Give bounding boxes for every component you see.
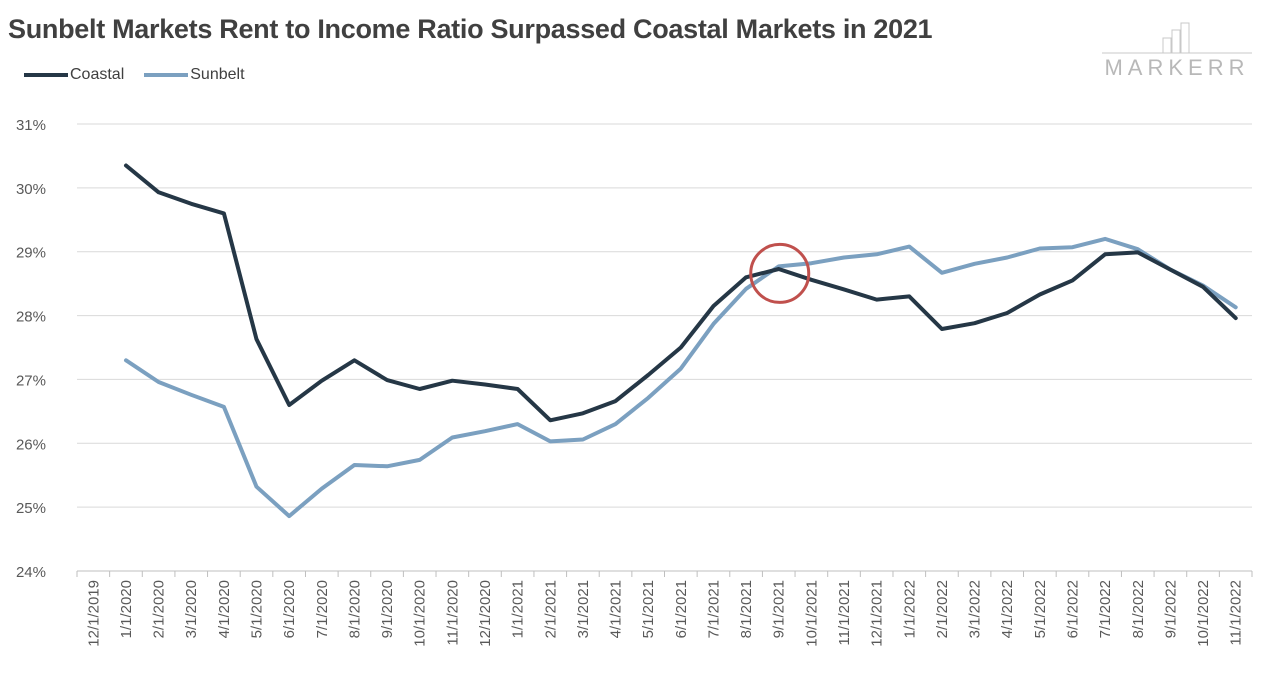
chart-title: Sunbelt Markets Rent to Income Ratio Sur… [8,14,933,44]
x-tick-label: 11/1/2022 [1228,580,1245,646]
axes: 24% 25% 26% 27% 28% 29% 30% 31% 12/1/2019 1/1/202… [16,117,1253,647]
x-tick-label: 1/1/2021 [510,580,527,638]
x-tick-label: 4/1/2021 [608,580,625,638]
y-tick-label: 27% [16,372,46,389]
x-tick-label: 11/1/2021 [836,580,853,646]
x-tick-label: 7/1/2020 [314,580,331,638]
legend-item-sunbelt: Sunbelt [144,66,245,84]
logo-wordmark: MARKERR [1104,55,1250,80]
x-tick-label: 6/1/2022 [1064,580,1081,638]
series-line-sunbelt [124,236,1238,519]
y-tick-label: 29% [16,245,46,262]
legend-swatch-coastal [24,73,68,77]
chart-legend: Coastal Sunbelt [24,66,265,84]
x-tick-label: 3/1/2022 [967,580,984,638]
x-tick-label: 12/1/2019 [85,580,102,647]
y-tick-label: 24% [16,564,46,581]
x-tick-label: 7/1/2022 [1097,580,1114,638]
x-tick-label: 10/1/2022 [1195,580,1212,647]
markerr-logo: MARKERR [1102,22,1252,82]
y-tick-label: 25% [16,500,46,517]
x-tick-label: 4/1/2020 [216,580,233,638]
legend-swatch-sunbelt [144,73,189,77]
x-tick-label: 5/1/2022 [1032,580,1049,638]
legend-item-coastal: Coastal [24,66,124,84]
gridlines [77,123,1252,572]
x-tick-label: 12/1/2020 [477,580,494,647]
y-tick-label: 30% [16,181,46,198]
x-tick-label: 4/1/2022 [999,580,1016,638]
x-tick-label: 1/1/2022 [901,580,918,638]
logo-building-icon [1102,22,1252,54]
y-tick-label: 28% [16,309,46,326]
x-tick-label: 9/1/2020 [379,580,396,638]
x-tick-label: 7/1/2021 [705,580,722,638]
x-tick-label: 3/1/2020 [183,580,200,638]
x-tick-label: 2/1/2021 [542,580,559,638]
x-tick-label: 6/1/2021 [673,580,690,638]
x-tick-label: 5/1/2020 [249,580,266,638]
x-tick-label: 2/1/2020 [151,580,168,638]
x-tick-label: 6/1/2020 [281,580,298,638]
x-tick-label: 1/1/2020 [118,580,135,638]
annotations [749,242,811,304]
x-tick-label: 2/1/2022 [934,580,951,638]
x-tick-label: 3/1/2021 [575,580,592,638]
series-line-coastal [124,163,1238,423]
crossover-highlight-circle [749,242,811,304]
x-tick-label: 5/1/2021 [640,580,657,638]
legend-label-sunbelt: Sunbelt [190,66,245,83]
x-tick-label: 12/1/2021 [869,580,886,647]
x-tick-label: 8/1/2021 [738,580,755,638]
y-tick-label: 26% [16,436,46,453]
x-tick-label: 10/1/2021 [803,580,820,647]
x-tick-label: 8/1/2020 [346,580,363,638]
x-tick-label: 10/1/2020 [412,580,429,647]
x-tick-label: 8/1/2022 [1130,580,1147,638]
x-tick-label: 9/1/2022 [1162,580,1179,638]
x-tick-label: 11/1/2020 [444,580,461,646]
legend-label-coastal: Coastal [70,66,125,83]
y-tick-label: 31% [16,117,46,134]
series-lines [124,163,1238,519]
x-tick-label: 9/1/2021 [771,580,788,638]
